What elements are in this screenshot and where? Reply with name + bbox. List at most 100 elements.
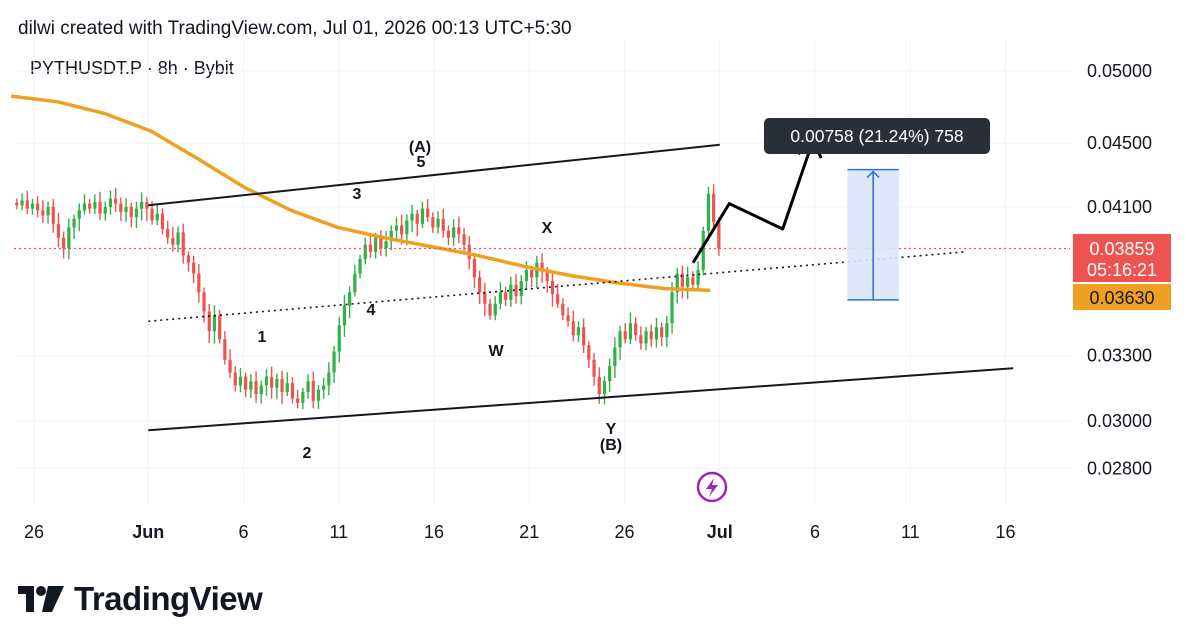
moving-average-line xyxy=(10,94,711,293)
candle-body xyxy=(670,292,674,324)
candle xyxy=(212,305,217,344)
symbol-title: PYTHUSDT.P · 8h · Bybit xyxy=(30,58,234,78)
candle xyxy=(394,217,399,241)
candle-body xyxy=(660,327,664,338)
attribution-text: dilwi created with TradingView.com, Jul … xyxy=(18,18,572,39)
candle-body xyxy=(374,237,378,252)
candle-body xyxy=(498,292,503,304)
candle xyxy=(608,358,612,393)
candle xyxy=(717,217,721,256)
candle-body xyxy=(51,206,55,224)
overlays: 0.00758 (21.24%) 758 1 2 3 4 (A)5 W X Y(B) xyxy=(10,94,1070,503)
candle xyxy=(285,372,289,397)
candle-body xyxy=(36,203,40,211)
candle xyxy=(431,212,435,233)
candle xyxy=(493,296,497,321)
candle-body xyxy=(134,208,139,218)
wave-label: 5 xyxy=(417,154,426,171)
wave-label: (A) xyxy=(409,139,431,156)
candle-body xyxy=(639,335,643,344)
candle xyxy=(264,369,269,396)
wave-label: Y xyxy=(606,421,617,438)
candle-body xyxy=(400,225,404,235)
candle-body xyxy=(249,381,253,390)
candle-body xyxy=(415,213,419,224)
candle xyxy=(696,261,700,290)
candle xyxy=(249,374,253,399)
candle-body xyxy=(446,230,451,238)
candle-body xyxy=(192,262,196,274)
candle xyxy=(93,194,97,215)
candle-body xyxy=(426,208,430,218)
candle-body xyxy=(181,232,185,256)
candle-body xyxy=(311,381,315,401)
candle xyxy=(504,286,508,307)
candle-body xyxy=(441,218,445,231)
candle-body xyxy=(322,385,326,390)
candle xyxy=(452,219,456,247)
wave-label: 2 xyxy=(303,445,312,462)
candle xyxy=(566,307,570,327)
candle-body xyxy=(348,292,352,306)
candle-body xyxy=(592,359,596,377)
x-tick-label: 11 xyxy=(901,522,920,542)
candle-body xyxy=(316,389,321,401)
candle-body xyxy=(405,220,409,235)
candle-body xyxy=(587,345,591,360)
candle-body xyxy=(571,321,575,336)
candle xyxy=(613,337,617,378)
candle xyxy=(301,387,305,410)
candle-body xyxy=(691,277,695,285)
candle-body xyxy=(394,225,399,231)
candle xyxy=(363,237,367,265)
candle xyxy=(550,273,555,307)
candle xyxy=(82,194,87,215)
candle-body xyxy=(488,303,492,316)
candle-body xyxy=(686,277,690,287)
candle-body xyxy=(431,217,435,228)
candle-body xyxy=(176,232,180,245)
candle xyxy=(670,282,674,334)
lightning-event-icon[interactable] xyxy=(696,471,728,503)
candle xyxy=(280,370,284,405)
candle-body xyxy=(285,383,289,392)
median-dotted-line xyxy=(148,251,966,323)
wave-label: (B) xyxy=(600,437,622,454)
price-range-label: 0.00758 (21.24%) 758 xyxy=(764,118,990,154)
candle xyxy=(134,201,139,229)
candle xyxy=(623,323,627,344)
candle xyxy=(571,310,575,342)
candle-body xyxy=(561,303,565,316)
ma-value-text: 0.03630 xyxy=(1089,288,1154,308)
candle xyxy=(540,253,544,283)
candle xyxy=(488,298,492,320)
candle xyxy=(587,341,591,369)
candle xyxy=(197,264,201,303)
candle-body xyxy=(665,323,669,338)
candle xyxy=(171,226,175,252)
lightning-event-ring xyxy=(696,471,728,503)
tradingview-logo[interactable]: TradingView xyxy=(18,578,263,620)
candle-body xyxy=(483,292,487,304)
candle xyxy=(509,276,513,307)
candle-body xyxy=(358,259,362,274)
candle xyxy=(67,218,71,260)
candle xyxy=(270,366,274,399)
candle-body xyxy=(519,281,523,297)
candle-body xyxy=(197,273,201,293)
candle xyxy=(639,326,643,350)
candle xyxy=(426,199,430,222)
candle-body xyxy=(171,237,175,245)
candle-body xyxy=(98,201,102,214)
candle-body xyxy=(556,294,560,304)
candle-body xyxy=(129,206,133,218)
candle-body xyxy=(296,398,300,403)
candle xyxy=(384,231,388,257)
candle-body xyxy=(270,376,274,388)
candle-body xyxy=(41,210,45,216)
candle xyxy=(327,362,331,396)
candle xyxy=(701,226,705,276)
candle xyxy=(103,201,107,221)
candle xyxy=(483,282,487,317)
